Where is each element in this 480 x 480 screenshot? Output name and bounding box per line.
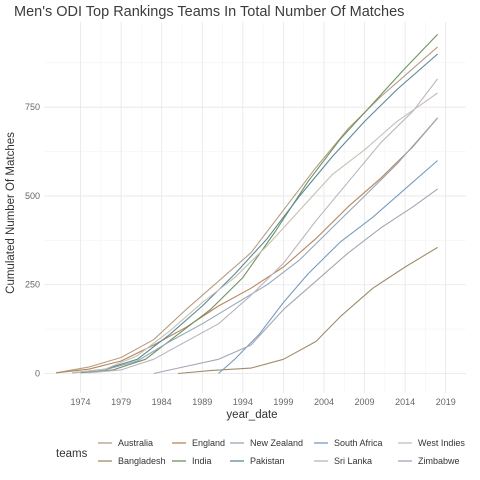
legend-label: India [192,456,212,466]
x-axis-title: year_date [226,409,277,421]
legend-title: teams [56,448,88,460]
x-tick-label: 1984 [152,397,172,407]
legend: teams Australia Bangladesh England India New… [56,438,465,466]
series-line-south-africa [218,160,438,374]
y-tick-label: 750 [25,102,40,112]
axes: 1974 1979 1984 1989 1994 1999 2004 2009 2014 2019… [25,102,456,407]
x-tick-label: 1999 [273,397,293,407]
x-tick-label: 2019 [436,397,456,407]
legend-label: England [192,438,225,448]
series-line-bangladesh [177,246,438,375]
x-tick-label: 1989 [192,397,212,407]
series-line-sri-lanka [88,78,439,374]
series-line-west-indies [72,92,438,374]
x-tick-label: 2014 [395,397,415,407]
grid [44,22,466,393]
x-tick-label: 1979 [111,397,131,407]
series-line-england [56,117,439,374]
legend-label: Bangladesh [118,456,166,466]
legend-label: Australia [118,438,153,448]
series-line-new-zealand [72,117,439,374]
legend-label: Sri Lanka [334,456,372,466]
legend-label: Pakistan [250,456,285,466]
x-tick-label: 2004 [314,397,334,407]
legend-label: New Zealand [250,438,303,448]
series-line-australia [56,46,438,374]
y-tick-label: 250 [25,280,40,290]
series-line-india [80,34,438,374]
y-tick-label: 0 [35,368,40,378]
x-tick-label: 1974 [71,397,91,407]
series-lines [56,34,439,375]
series-line-zimbabwe [153,188,438,375]
series-line-pakistan [72,53,438,374]
chart-title: Men's ODI Top Rankings Teams In Total Nu… [14,4,405,20]
legend-label: South Africa [334,438,383,448]
legend-label: West Indies [418,438,465,448]
legend-label: Zimbabwe [418,456,460,466]
x-tick-label: 1994 [233,397,253,407]
y-axis-title: Cumulated Number Of Matches [5,132,17,294]
x-tick-label: 2009 [355,397,375,407]
y-tick-label: 500 [25,191,40,201]
